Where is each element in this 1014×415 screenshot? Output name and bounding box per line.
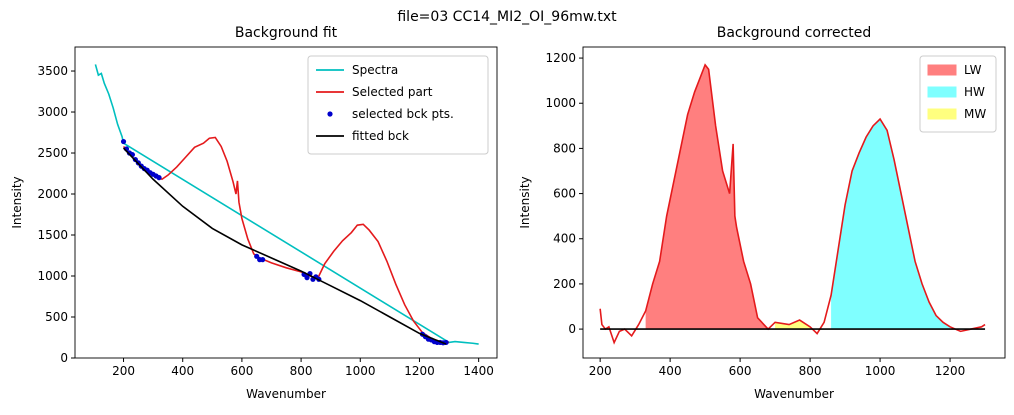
x-tick-label: 800 xyxy=(799,364,822,378)
y-tick-label: 1000 xyxy=(545,96,576,110)
legend-label: MW xyxy=(964,107,986,121)
x-tick-label: 1000 xyxy=(345,364,376,378)
x-tick-label: 1400 xyxy=(463,364,494,378)
legend: LW HW MW xyxy=(919,55,997,133)
data-point xyxy=(260,257,266,263)
legend-label: fitted bck xyxy=(352,129,409,143)
area-fill xyxy=(645,64,769,330)
y-tick-label: 1200 xyxy=(545,51,576,65)
x-tick-label: 600 xyxy=(729,364,752,378)
legend: Spectra Selected part selected bck pts. fit… xyxy=(307,55,489,155)
series-line xyxy=(599,63,986,345)
legend-box xyxy=(307,55,489,155)
data-point xyxy=(120,138,127,145)
legend-label: Spectra xyxy=(352,63,398,77)
legend-swatch xyxy=(927,86,957,98)
y-tick-label: 500 xyxy=(45,310,68,324)
axes: Background corrected Wavenumber Intensity 2… xyxy=(518,25,1006,401)
y-tick-label: 200 xyxy=(553,277,576,291)
axes-title: Background corrected xyxy=(717,25,872,41)
y-tick-label: 400 xyxy=(553,232,576,246)
x-tick-label: 200 xyxy=(589,364,612,378)
data-point xyxy=(304,275,310,281)
axes-frame xyxy=(582,46,1006,359)
series-line xyxy=(122,147,447,345)
y-tick-label: 3000 xyxy=(37,105,68,119)
x-tick-label: 400 xyxy=(659,364,682,378)
legend-swatch xyxy=(927,64,957,76)
x-tick-label: 800 xyxy=(290,364,313,378)
y-tick-label: 1500 xyxy=(37,228,68,242)
y-tick-label: 2500 xyxy=(37,146,68,160)
x-tick-label: 1200 xyxy=(935,364,966,378)
x-tick-label: 1000 xyxy=(865,364,896,378)
series-line xyxy=(94,64,479,345)
x-tick-label: 200 xyxy=(112,364,135,378)
y-tick-label: 2000 xyxy=(37,187,68,201)
suptitle: file=03 CC14_MI2_OI_96mw.txt xyxy=(397,9,617,25)
legend-label: selected bck pts. xyxy=(352,107,454,121)
area-fill xyxy=(775,320,811,330)
legend-swatch xyxy=(327,111,333,117)
data-point xyxy=(156,175,162,181)
y-axis-label: Intensity xyxy=(10,176,24,228)
x-tick-label: 400 xyxy=(171,364,194,378)
data-point xyxy=(443,339,449,346)
area-fill xyxy=(831,119,951,330)
x-axis-label: Wavenumber xyxy=(246,387,326,401)
y-tick-label: 800 xyxy=(553,141,576,155)
series-line xyxy=(122,136,450,344)
axes-frame xyxy=(74,46,498,359)
legend-swatch xyxy=(927,108,957,120)
y-tick-label: 3500 xyxy=(37,64,68,78)
y-axis-label: Intensity xyxy=(518,176,532,228)
legend-label: Selected part xyxy=(352,85,433,99)
axes-title: Background fit xyxy=(235,25,338,41)
y-tick-label: 600 xyxy=(553,187,576,201)
legend-label: LW xyxy=(964,63,982,77)
x-tick-label: 600 xyxy=(230,364,253,378)
y-tick-label: 0 xyxy=(568,322,576,336)
legend-label: HW xyxy=(964,85,985,99)
axes: Background fit Wavenumber Intensity 200 400 6… xyxy=(10,25,498,401)
x-axis-label: Wavenumber xyxy=(754,387,834,401)
y-tick-label: 1000 xyxy=(37,269,68,283)
y-tick-label: 0 xyxy=(60,351,68,365)
x-tick-label: 1200 xyxy=(404,364,435,378)
